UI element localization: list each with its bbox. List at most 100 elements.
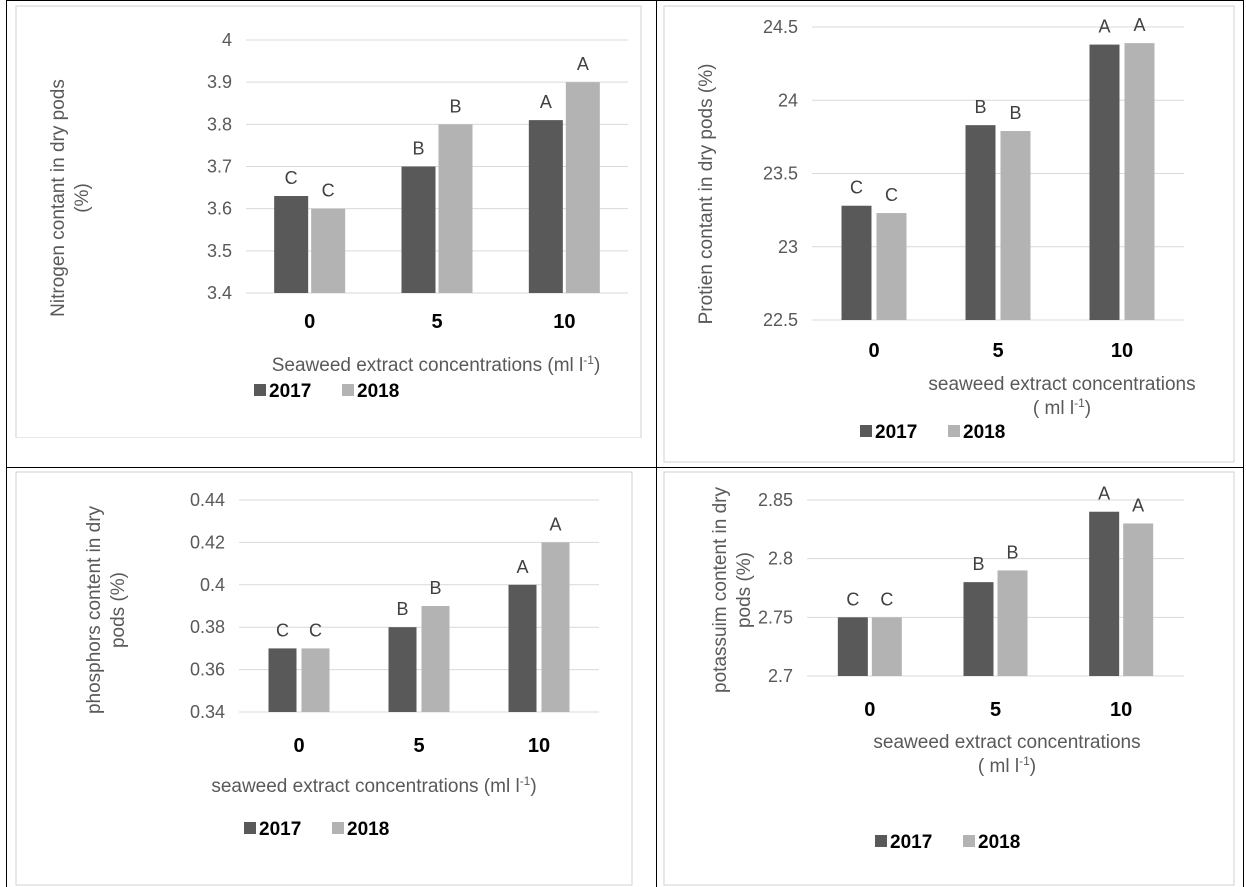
y-tick-label: 0.38 [190, 617, 225, 637]
x-tick-label: 10 [1111, 340, 1133, 362]
x-tick-label: 0 [864, 699, 875, 721]
bar-2018 [541, 542, 570, 712]
bar-2018 [438, 124, 473, 293]
y-axis-title: phosphors content in dry [84, 505, 105, 714]
bar-2017 [388, 627, 417, 712]
bar-2017 [965, 125, 996, 320]
data-label: A [1133, 15, 1145, 35]
data-label: B [412, 139, 424, 159]
bar-2017 [528, 120, 563, 293]
y-axis-title: Protien contant in dry pods (%) [696, 64, 717, 325]
chart-frame [15, 471, 633, 886]
bar-2018 [311, 208, 346, 293]
chart-svg: 3.4 3.5 3.6 3.7 3.8 3.9 4 C C 0 B B 5 A A 10 Seaweed ext… [15, 5, 642, 438]
legend-swatch [875, 835, 887, 847]
data-label: C [885, 185, 898, 205]
x-tick-label: 5 [992, 340, 1003, 362]
y-tick-label: 24 [778, 90, 798, 110]
bar-2017 [1089, 511, 1120, 676]
bar-2018 [565, 82, 600, 294]
legend-label: 2018 [347, 819, 389, 840]
x-tick-label: 10 [1110, 699, 1132, 721]
table-divider-horizontal [6, 467, 1244, 468]
table-border-top [6, 0, 1244, 1]
x-axis-title: seaweed extract concentrations [928, 374, 1195, 395]
data-label: B [1009, 103, 1021, 123]
data-label: B [1006, 542, 1018, 562]
bar-2017 [963, 582, 994, 676]
y-tick-label: 3.4 [207, 283, 232, 303]
data-label: C [846, 589, 859, 609]
legend-label: 2017 [269, 381, 311, 402]
legend-label: 2018 [357, 381, 399, 402]
chart-svg: 22.5 23 23.5 24 24.5 C C 0 B B 5 A A 10 seaweed extrac… [663, 5, 1235, 463]
data-label: C [285, 168, 298, 188]
y-tick-label: 3.9 [207, 72, 232, 92]
data-label: C [880, 589, 893, 609]
y-tick-label: 23.5 [763, 164, 798, 184]
y-tick-label: 0.34 [190, 702, 225, 722]
data-label: C [322, 181, 335, 201]
y-tick-label: 22.5 [763, 310, 798, 330]
y-axis-title: (%) [72, 183, 93, 213]
figure-table [6, 0, 1244, 887]
legend-label: 2017 [259, 819, 301, 840]
legend-label: 2017 [875, 422, 917, 443]
data-label: A [1132, 495, 1144, 515]
legend-label: 2017 [890, 832, 932, 853]
bar-2017 [837, 617, 868, 676]
x-tick-label: 5 [413, 735, 424, 757]
data-label: A [540, 92, 552, 112]
x-axis-title: Seaweed extract concentrations (ml l-1) [272, 353, 601, 376]
y-tick-label: 2.7 [768, 666, 793, 686]
x-tick-label: 10 [528, 735, 550, 757]
bar-2018 [997, 570, 1028, 676]
x-tick-label: 0 [304, 311, 315, 333]
data-label: C [309, 620, 322, 640]
legend-swatch [948, 425, 960, 437]
y-tick-label: 3.8 [207, 114, 232, 134]
y-axis-title: Nitrogen contant in dry pods [48, 79, 69, 317]
bar-2018 [1124, 43, 1155, 321]
legend-swatch [244, 822, 256, 834]
table-border-left [6, 0, 7, 887]
data-label: A [1098, 484, 1110, 504]
data-label: B [972, 554, 984, 574]
y-axis-title: pods (%) [108, 572, 129, 648]
data-label: C [276, 620, 289, 640]
bar-2017 [1089, 44, 1120, 320]
x-tick-label: 5 [990, 699, 1001, 721]
legend-swatch [332, 822, 344, 834]
data-label: A [577, 54, 589, 74]
bar-2017 [274, 196, 309, 293]
x-tick-label: 0 [868, 340, 879, 362]
bar-2017 [508, 584, 537, 712]
legend-label: 2018 [963, 422, 1005, 443]
bar-2018 [1000, 131, 1031, 320]
chart-frame [15, 5, 642, 438]
legend-swatch [342, 384, 354, 396]
y-tick-label: 2.75 [758, 607, 793, 627]
chart-potassium: 2.7 2.75 2.8 2.85 C C 0 B B 5 A A 10 seaweed extract … [662, 470, 1236, 887]
y-tick-label: 3.7 [207, 157, 232, 177]
data-label: B [449, 96, 461, 116]
y-tick-label: 0.42 [190, 532, 225, 552]
x-tick-label: 5 [431, 311, 442, 333]
bar-2017 [401, 166, 436, 293]
x-axis-title: ( ml l-1) [1033, 396, 1091, 419]
chart-phosphorus: 0.34 0.36 0.38 0.4 0.42 0.44 C C 0 B B 5 A A 10 seaweed… [14, 470, 634, 887]
y-tick-label: 4 [222, 30, 232, 50]
x-tick-label: 10 [553, 311, 575, 333]
data-label: A [1098, 17, 1110, 37]
data-label: C [850, 178, 863, 198]
bar-2018 [1123, 523, 1154, 676]
data-label: A [549, 514, 561, 534]
legend-swatch [860, 425, 872, 437]
x-axis-title: seaweed extract concentrations [873, 732, 1140, 753]
legend-swatch [254, 384, 266, 396]
y-tick-label: 0.36 [190, 660, 225, 680]
chart-svg: 0.34 0.36 0.38 0.4 0.42 0.44 C C 0 B B 5 A A 10 seaweed… [15, 471, 633, 886]
bar-2018 [876, 213, 907, 320]
chart-protein: 22.5 23 23.5 24 24.5 C C 0 B B 5 A A 10 seaweed extrac… [662, 4, 1236, 464]
chart-svg: 2.7 2.75 2.8 2.85 C C 0 B B 5 A A 10 seaweed extract … [663, 471, 1235, 886]
